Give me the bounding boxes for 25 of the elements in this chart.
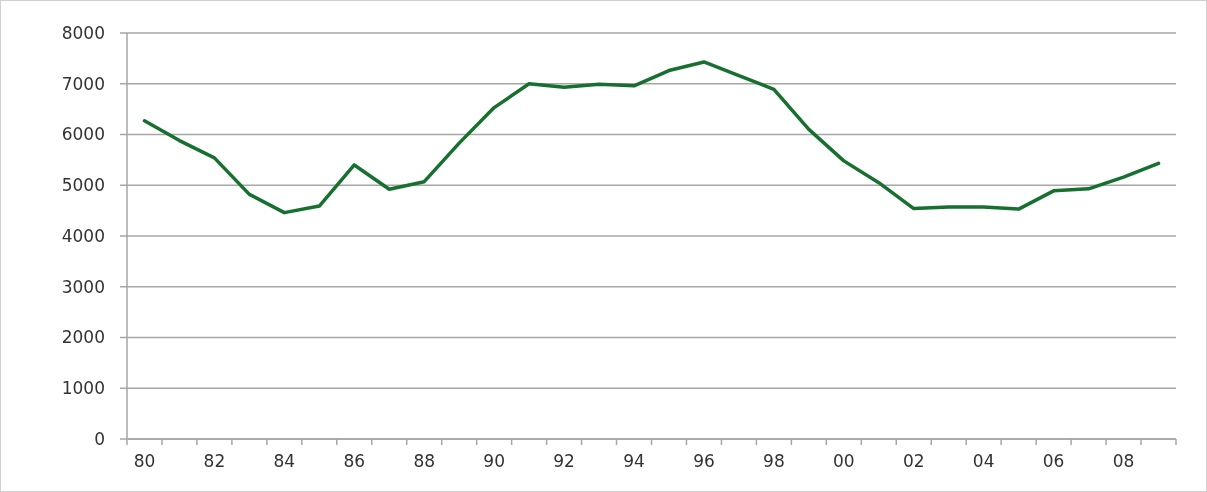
x-tick-label: 88 — [413, 451, 436, 471]
y-tick-label: 1000 — [61, 378, 105, 399]
x-tick-label: 90 — [483, 451, 505, 471]
line-series — [142, 60, 1161, 215]
x-tick-label: 92 — [553, 451, 575, 471]
x-tick-label: 98 — [763, 451, 785, 471]
x-tick-label: 04 — [972, 451, 995, 471]
y-tick-label: 0 — [94, 428, 105, 449]
x-tick-label: 84 — [273, 451, 296, 471]
y-tick-label: 2000 — [61, 327, 105, 348]
x-tick-label: 02 — [902, 451, 925, 471]
y-tick-label: 7000 — [61, 73, 105, 94]
x-tick-label: 00 — [833, 451, 855, 471]
x-tick-label: 06 — [1042, 451, 1065, 471]
y-tick-label: 6000 — [61, 124, 105, 145]
y-tick-label: 4000 — [61, 225, 105, 246]
x-tick-label: 86 — [343, 451, 366, 471]
x-tick-label: 80 — [133, 451, 156, 471]
x-tick-label: 08 — [1112, 451, 1135, 471]
y-tick-label: 3000 — [61, 276, 105, 297]
x-tick-label: 96 — [693, 451, 715, 471]
y-tick-label: 5000 — [61, 175, 105, 196]
x-tick-label: 82 — [203, 451, 226, 471]
x-tick-label: 94 — [623, 451, 645, 471]
y-tick-label: 8000 — [61, 22, 105, 43]
